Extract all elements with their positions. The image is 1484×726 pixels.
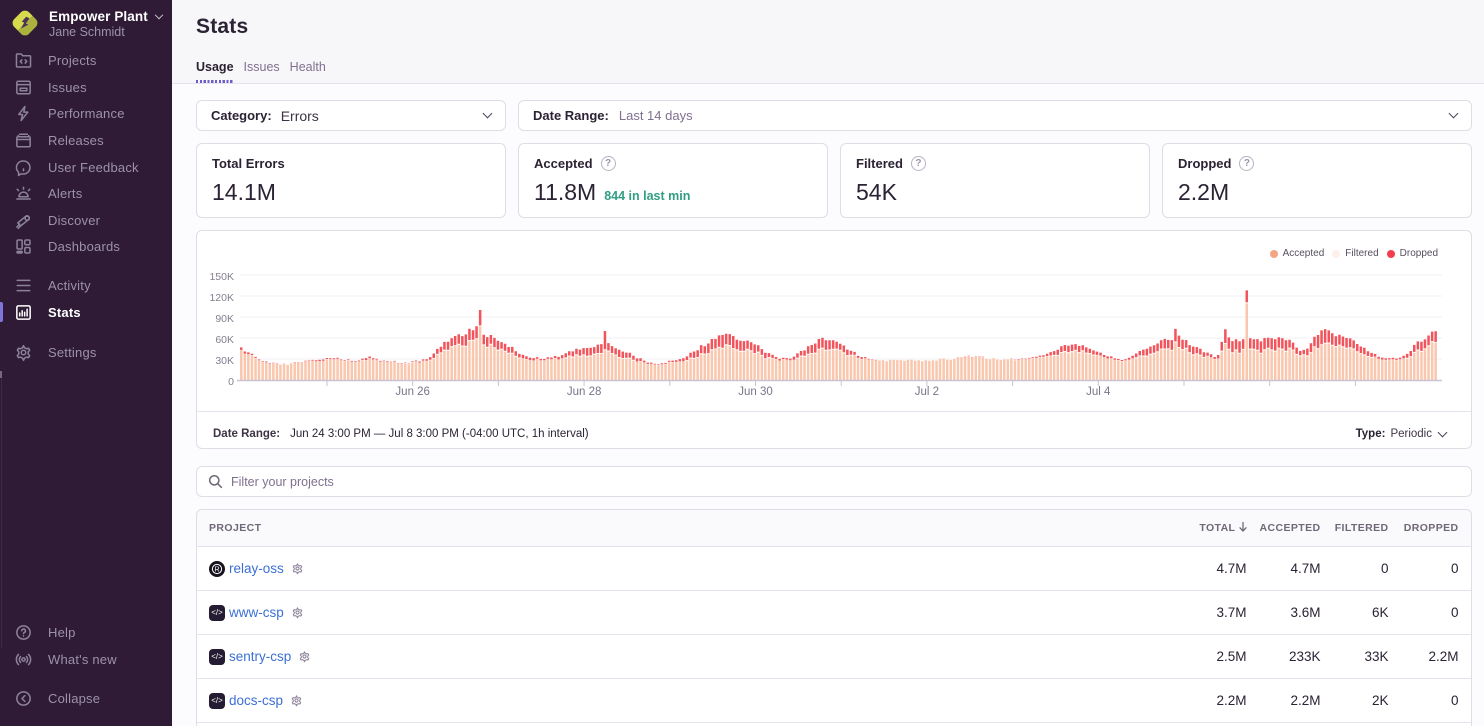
svg-text:90K: 90K [215,313,234,325]
svg-text:Jun 28: Jun 28 [567,386,602,398]
svg-text:R: R [214,566,219,573]
svg-text:30K: 30K [215,355,234,367]
svg-text:60K: 60K [215,334,234,346]
svg-text:120K: 120K [209,292,234,304]
svg-text:Jul 2: Jul 2 [915,386,939,398]
svg-text:Jul 4: Jul 4 [1086,386,1111,398]
svg-text:0: 0 [228,376,234,388]
svg-text:Jun 26: Jun 26 [395,386,430,398]
svg-text:Jun 30: Jun 30 [738,386,773,398]
svg-text:150K: 150K [209,271,234,283]
